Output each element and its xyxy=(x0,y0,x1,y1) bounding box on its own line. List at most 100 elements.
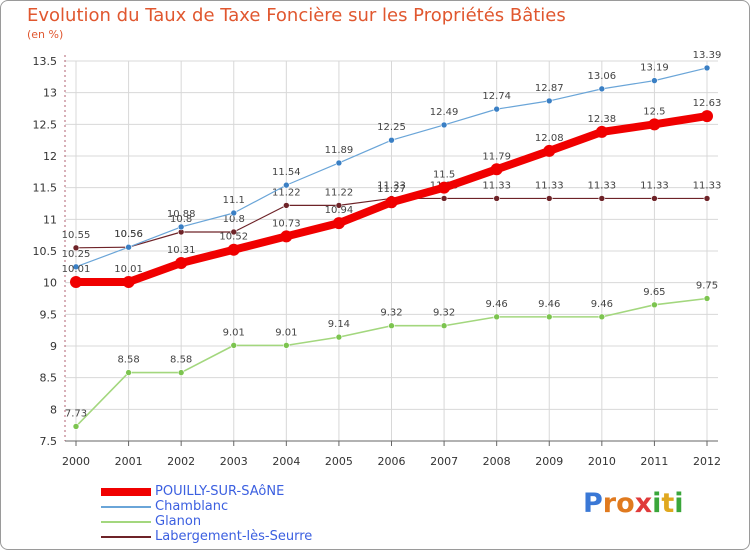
data-point xyxy=(703,295,711,302)
data-point xyxy=(227,243,240,256)
data-label: 10.73 xyxy=(272,218,301,229)
data-label: 10.55 xyxy=(62,230,91,241)
data-point xyxy=(440,195,448,202)
x-tick-label: 2009 xyxy=(535,455,563,468)
data-label: 9.01 xyxy=(223,327,245,338)
data-label: 9.46 xyxy=(486,299,508,310)
y-tick-label: 8.5 xyxy=(40,372,58,385)
data-point xyxy=(332,217,345,230)
data-point xyxy=(230,209,238,217)
y-tick-label: 12.5 xyxy=(33,118,58,131)
y-tick-label: 10 xyxy=(43,277,57,290)
x-tick-label: 2000 xyxy=(62,455,90,468)
data-point xyxy=(280,230,293,243)
data-label: 11.33 xyxy=(535,180,564,191)
y-tick-label: 12 xyxy=(43,150,57,163)
x-tick-label: 2004 xyxy=(272,455,300,468)
y-tick-label: 7.5 xyxy=(40,435,58,448)
data-label: 11.79 xyxy=(482,151,511,162)
data-label: 10.56 xyxy=(114,229,143,240)
data-label: 12.38 xyxy=(588,114,617,125)
x-tick-label: 2003 xyxy=(220,455,248,468)
data-label: 10.31 xyxy=(167,245,196,256)
data-label: 7.73 xyxy=(65,408,87,419)
x-tick-label: 2007 xyxy=(430,455,458,468)
data-label: 12.74 xyxy=(482,91,511,102)
data-label: 8.58 xyxy=(170,355,192,366)
data-label: 11.5 xyxy=(433,170,455,181)
logo-letter: o xyxy=(616,488,635,519)
data-label: 13.19 xyxy=(640,63,669,74)
logo-letter: i xyxy=(674,488,684,519)
data-label: 12.49 xyxy=(430,107,459,118)
data-label: 12.63 xyxy=(693,98,722,109)
data-point xyxy=(545,97,553,105)
legend-label: Glanon xyxy=(155,514,202,529)
data-point xyxy=(283,181,290,189)
data-label: 12.08 xyxy=(535,133,564,144)
data-point xyxy=(701,110,713,123)
data-label: 10.01 xyxy=(62,264,91,275)
data-point xyxy=(440,121,448,129)
data-point xyxy=(703,64,711,72)
data-point xyxy=(545,313,553,321)
data-label: 11.33 xyxy=(377,180,406,191)
legend-swatch xyxy=(101,536,151,538)
data-point xyxy=(598,85,606,93)
x-tick-label: 2010 xyxy=(588,455,616,468)
y-tick-label: 11.5 xyxy=(33,182,58,195)
x-tick-label: 2001 xyxy=(115,455,143,468)
data-point xyxy=(335,333,343,341)
y-tick-label: 13 xyxy=(43,87,57,100)
data-label: 11.27 xyxy=(377,184,406,195)
data-label: 10.94 xyxy=(325,205,354,216)
data-label: 9.75 xyxy=(696,281,718,292)
y-tick-label: 13.5 xyxy=(33,55,58,68)
data-label: 9.14 xyxy=(328,319,350,330)
logo-letter: x xyxy=(634,488,653,519)
legend-swatch xyxy=(101,506,151,508)
x-tick-label: 2012 xyxy=(693,455,721,468)
legend-label: Chamblanc xyxy=(155,499,229,514)
data-point xyxy=(493,195,500,202)
data-label: 9.32 xyxy=(433,308,455,319)
logo-letter: i xyxy=(652,488,662,519)
data-label: 10.25 xyxy=(62,249,91,260)
data-label: 11.33 xyxy=(588,180,617,191)
data-label: 13.39 xyxy=(693,50,722,61)
data-point xyxy=(493,105,500,113)
data-point xyxy=(493,313,500,321)
data-label: 12.5 xyxy=(643,106,665,117)
data-label: 11.33 xyxy=(693,180,722,191)
data-label: 9.46 xyxy=(591,299,613,310)
data-point xyxy=(651,195,658,202)
data-point xyxy=(72,263,80,271)
data-point xyxy=(335,202,343,209)
data-label: 11.1 xyxy=(223,195,245,206)
data-point xyxy=(388,136,395,144)
x-tick-label: 2002 xyxy=(167,455,195,468)
legend-label: Labergement-lès-Seurre xyxy=(155,529,313,544)
data-point xyxy=(598,195,606,202)
data-point xyxy=(490,163,503,176)
y-tick-label: 9 xyxy=(50,340,57,353)
data-label: 11.89 xyxy=(325,145,354,156)
data-label: 9.01 xyxy=(275,327,297,338)
legend-swatch xyxy=(101,488,151,496)
data-label: 9.46 xyxy=(538,299,560,310)
data-point xyxy=(385,196,398,209)
data-point xyxy=(648,118,661,131)
x-tick-label: 2011 xyxy=(640,455,668,468)
y-tick-label: 11 xyxy=(43,213,57,226)
data-label: 10.8 xyxy=(223,214,245,225)
data-label: 10.88 xyxy=(167,209,196,220)
logo-letter: P xyxy=(583,488,603,519)
data-label: 10.01 xyxy=(114,264,143,275)
data-point xyxy=(543,144,556,157)
data-label: 11.33 xyxy=(640,180,669,191)
data-label: 11.33 xyxy=(482,180,511,191)
data-label: 11.22 xyxy=(272,187,301,198)
data-point xyxy=(438,181,451,194)
data-point xyxy=(125,243,132,251)
data-point xyxy=(651,77,658,84)
